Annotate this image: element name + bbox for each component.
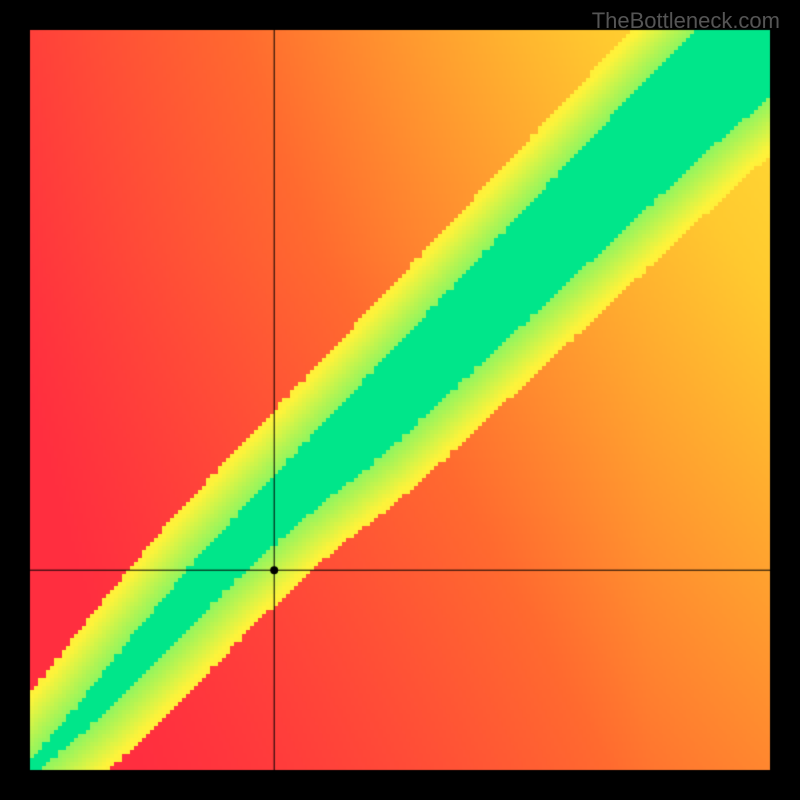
chart-container (0, 0, 800, 800)
heatmap-canvas (0, 0, 800, 800)
watermark-text: TheBottleneck.com (592, 8, 780, 34)
